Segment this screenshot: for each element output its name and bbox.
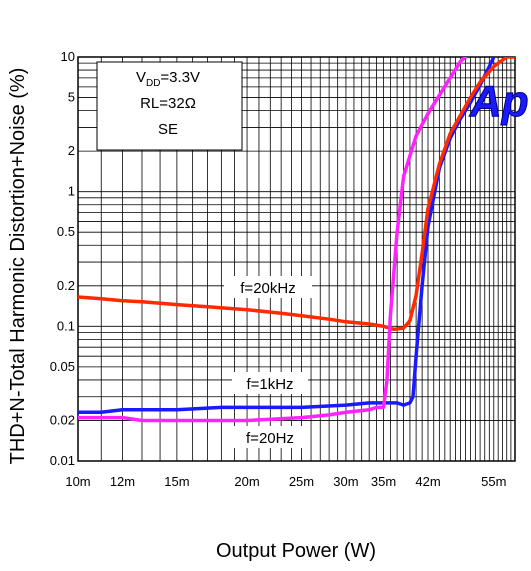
y-tick-labels: 10 5 2 1 0.5 0.2 0.1 0.05 0.02 0.01 [50,49,75,468]
y-axis-label: THD+N-Total Harmonic Distortion+Noise (%… [7,68,29,465]
y-tick-label: 0.02 [50,412,75,427]
vdd-value: =3.3V [160,69,200,86]
series-label-1khz-text: f=1kHz [246,376,293,393]
series-lines [78,57,515,423]
plot-frame [77,56,516,462]
x-tick-labels: 10m 12m 15m 20m 25m 30m 35m 42m 55m [65,474,506,489]
x-tick-label: 25m [289,474,314,489]
x-tick-label: 12m [110,474,135,489]
condition-vdd: VDD=3.3V [136,69,200,89]
y-tick-label: 0.2 [57,278,75,293]
y-tick-label: 5 [68,90,75,105]
x-tick-label: 15m [164,474,189,489]
series-label-20hz: f=20Hz [232,426,308,448]
x-tick-label: 35m [371,474,396,489]
y-tick-label: 1 [68,184,75,199]
x-tick-label: 10m [65,474,90,489]
series-label-20hz-text: f=20Hz [246,430,294,447]
series-line-f-20khz [78,57,515,332]
series-label-20khz-text: f=20kHz [240,280,295,297]
y-tick-label: 2 [68,143,75,158]
series-line-f-20hz [78,57,468,423]
y-tick-label: 0.1 [57,318,75,333]
x-tick-label: 55m [481,474,506,489]
vdd-prefix: V [136,69,146,86]
condition-rl: RL=32Ω [140,95,196,112]
series-label-1khz: f=1kHz [232,372,308,394]
y-tick-label: 0.01 [50,453,75,468]
condition-mode: SE [158,121,178,138]
x-tick-label: 30m [333,474,358,489]
x-tick-label: 42m [415,474,440,489]
vdd-subscript: DD [146,78,160,89]
conditions-box: VDD=3.3V RL=32Ω SE [96,61,243,151]
y-tick-label: 10 [61,49,75,64]
x-axis-label: Output Power (W) [216,540,376,562]
y-tick-label: 0.05 [50,359,75,374]
x-tick-label: 20m [234,474,259,489]
y-tick-label: 0.5 [57,224,75,239]
ap-logo: Ap [469,77,529,126]
series-label-20khz: f=20kHz [224,276,312,298]
